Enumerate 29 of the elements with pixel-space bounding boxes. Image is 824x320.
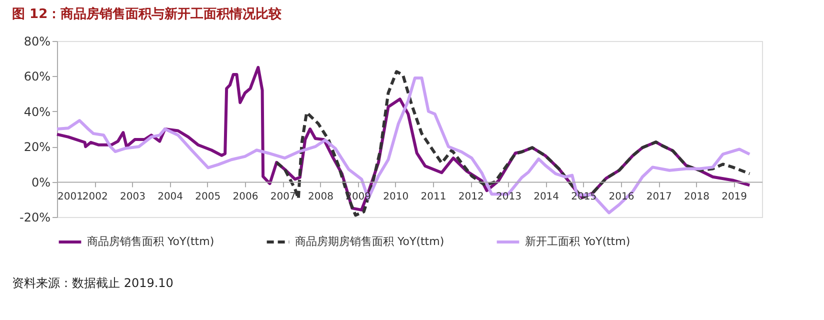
y-tick-label: 20%: [24, 140, 50, 154]
x-tick-label: 2001: [58, 191, 83, 202]
y-tick-label: 80%: [24, 34, 50, 48]
x-tick-label: 2015: [571, 191, 597, 202]
x-tick-label: 2018: [684, 191, 710, 202]
y-tick-label: 40%: [24, 104, 50, 119]
legend-label: 商品房期房销售面积 YoY(ttm): [295, 235, 444, 248]
x-tick-label: 2005: [195, 191, 221, 202]
y-tick-label: -20%: [19, 210, 50, 224]
x-tick-label: 2003: [120, 191, 146, 202]
x-tick-label: 2006: [232, 191, 258, 202]
x-tick-label: 2014: [534, 191, 560, 202]
x-tick-label: 2019: [722, 191, 748, 202]
x-tick-label: 2002: [82, 191, 108, 202]
chart-title: 图 12：商品房销售面积与新开工面积情况比较: [12, 6, 283, 22]
y-tick-label: 0%: [31, 175, 50, 190]
x-tick-label: 2011: [420, 191, 446, 202]
x-tick-label: 2013: [496, 191, 522, 202]
x-tick-label: 2012: [458, 191, 484, 202]
x-tick-label: 2010: [383, 191, 409, 202]
x-tick-label: 2007: [270, 191, 296, 202]
legend-label: 商品房销售面积 YoY(ttm): [87, 235, 214, 248]
text: 资料来源：数据截止 2019.10: [12, 276, 174, 290]
x-tick-label: 2016: [608, 191, 634, 202]
y-tick-label: 60%: [24, 70, 50, 84]
x-tick-label: 2008: [308, 191, 334, 202]
x-tick-label: 2017: [646, 191, 672, 202]
x-tick-label: 2004: [158, 191, 184, 202]
legend-label: 新开工面积 YoY(ttm): [525, 235, 630, 248]
